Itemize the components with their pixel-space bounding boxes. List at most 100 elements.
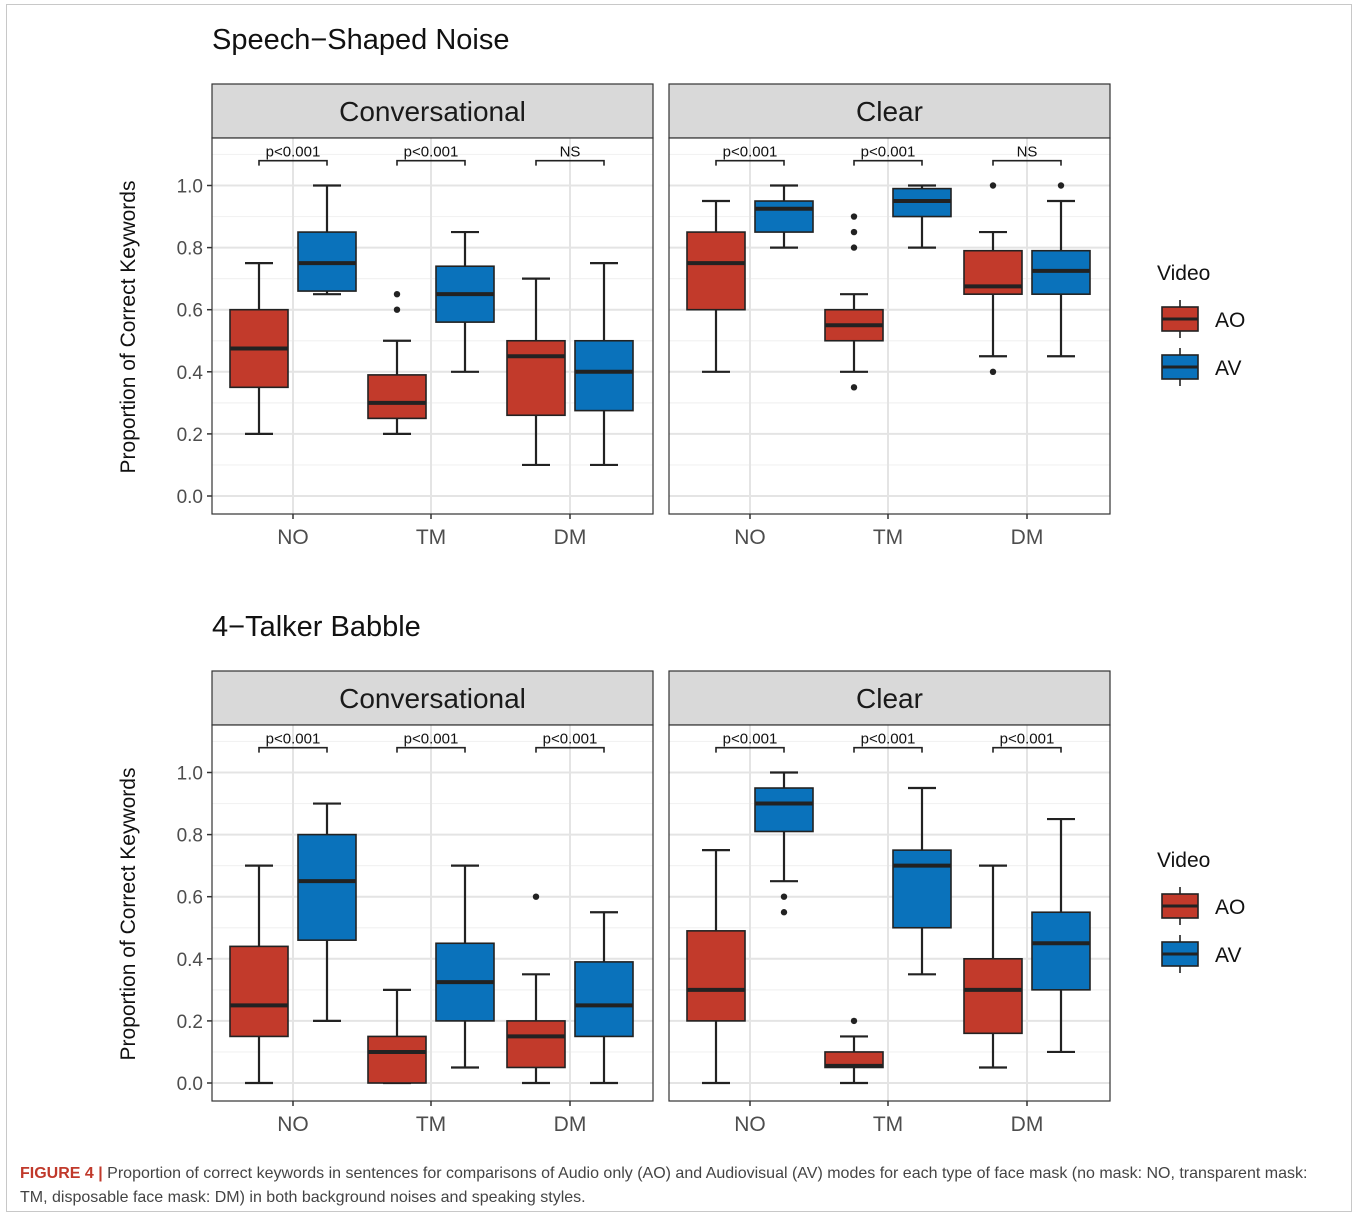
significance-label: p<0.001 bbox=[723, 144, 778, 161]
box-ao bbox=[686, 231, 746, 311]
box-av bbox=[892, 849, 952, 929]
x-tick-label: TM bbox=[416, 1113, 446, 1136]
y-tick-label: 0.6 bbox=[177, 888, 203, 909]
legend-label: AO bbox=[1215, 896, 1245, 919]
legend-title: Video bbox=[1157, 849, 1210, 872]
outlier-point bbox=[780, 909, 788, 916]
significance-label: NS bbox=[1017, 144, 1038, 161]
y-tick-label: 0.4 bbox=[177, 950, 204, 971]
x-tick-label: NO bbox=[734, 526, 766, 549]
x-tick-label: DM bbox=[1011, 1113, 1044, 1136]
significance-label: p<0.001 bbox=[723, 731, 778, 748]
significance-bracket bbox=[396, 159, 466, 166]
significance-label: p<0.001 bbox=[404, 144, 459, 161]
outlier-point bbox=[850, 213, 858, 220]
significance-bracket bbox=[853, 159, 923, 166]
outlier-point bbox=[1057, 182, 1065, 189]
y-axis-label: Proportion of Correct Keywords bbox=[117, 181, 140, 474]
significance-bracket bbox=[535, 746, 605, 753]
significance-label: p<0.001 bbox=[543, 731, 598, 748]
outlier-point bbox=[850, 1017, 858, 1025]
x-tick-label: DM bbox=[1011, 526, 1044, 549]
x-tick-label: TM bbox=[873, 526, 903, 549]
significance-bracket bbox=[992, 159, 1062, 166]
significance-bracket bbox=[535, 159, 605, 166]
panel-background bbox=[212, 725, 653, 1101]
x-tick-label: NO bbox=[277, 1113, 309, 1136]
significance-bracket bbox=[853, 746, 923, 753]
significance-label: p<0.001 bbox=[1000, 731, 1055, 748]
box-ao bbox=[686, 930, 746, 1022]
outlier-point bbox=[850, 244, 858, 251]
significance-label: p<0.001 bbox=[861, 731, 916, 748]
panel-border bbox=[668, 137, 1111, 515]
chart-title: Speech−Shaped Noise bbox=[212, 24, 509, 56]
legend-label: AO bbox=[1215, 309, 1245, 332]
chart-block-1: 4−Talker Babble Proportion of Correct Key… bbox=[117, 611, 1245, 1136]
outlier-point bbox=[393, 306, 401, 313]
y-tick-label: 0.0 bbox=[177, 1074, 203, 1095]
significance-bracket bbox=[258, 746, 328, 753]
significance-bracket bbox=[992, 746, 1062, 753]
y-tick-label: 0.4 bbox=[177, 363, 204, 384]
box-ao bbox=[506, 339, 566, 417]
y-tick-label: 0.2 bbox=[177, 1012, 203, 1033]
figure-frame bbox=[6, 4, 1352, 1212]
significance-bracket bbox=[715, 159, 785, 166]
outlier-point bbox=[989, 368, 997, 375]
legend-label: AV bbox=[1215, 357, 1241, 380]
box-ao bbox=[367, 374, 427, 420]
significance-label: p<0.001 bbox=[266, 144, 321, 161]
significance-label: p<0.001 bbox=[404, 731, 459, 748]
legend-title: Video bbox=[1157, 262, 1210, 285]
x-tick-label: TM bbox=[873, 1113, 903, 1136]
box-ao bbox=[367, 1035, 427, 1084]
x-tick-label: DM bbox=[554, 526, 587, 549]
box-av bbox=[754, 200, 814, 233]
significance-label: p<0.001 bbox=[266, 731, 321, 748]
caption-text: Proportion of correct keywords in senten… bbox=[20, 1165, 1308, 1206]
panel-border bbox=[668, 724, 1111, 1102]
y-tick-label: 0.8 bbox=[177, 239, 203, 260]
y-tick-label: 0.0 bbox=[177, 487, 203, 508]
y-tick-label: 1.0 bbox=[177, 764, 203, 785]
x-tick-label: TM bbox=[416, 526, 446, 549]
significance-bracket bbox=[396, 746, 466, 753]
panel-border bbox=[211, 724, 654, 1102]
outlier-point bbox=[780, 893, 788, 900]
y-tick-label: 0.2 bbox=[177, 425, 203, 446]
outlier-point bbox=[393, 290, 401, 298]
outlier-point bbox=[850, 228, 858, 236]
panel-border bbox=[211, 137, 654, 515]
chart-block-0: Speech−Shaped Noise Proportion of Correct… bbox=[117, 24, 1245, 549]
figure-caption: FIGURE 4 | Proportion of correct keyword… bbox=[20, 1162, 1338, 1210]
significance-label: NS bbox=[560, 144, 581, 161]
y-tick-label: 0.6 bbox=[177, 301, 203, 322]
box-ao bbox=[229, 945, 289, 1038]
significance-label: p<0.001 bbox=[861, 144, 916, 161]
x-tick-label: NO bbox=[734, 1113, 766, 1136]
box-ao bbox=[963, 957, 1023, 1035]
caption-label: FIGURE 4 | bbox=[20, 1165, 103, 1182]
box-av bbox=[1031, 911, 1091, 991]
facet-label: Clear bbox=[856, 96, 923, 127]
box-av bbox=[297, 833, 357, 941]
box-av bbox=[574, 961, 634, 1038]
panel-background bbox=[669, 138, 1110, 514]
chart-title: 4−Talker Babble bbox=[212, 611, 421, 643]
x-tick-label: DM bbox=[554, 1113, 587, 1136]
box-av bbox=[754, 787, 814, 833]
boxplot-figure: Speech−Shaped Noise Proportion of Correct… bbox=[117, 24, 1245, 1136]
y-tick-label: 0.8 bbox=[177, 826, 203, 847]
x-tick-label: NO bbox=[277, 526, 309, 549]
box-ao bbox=[506, 1020, 566, 1069]
facet-label: Conversational bbox=[339, 96, 526, 127]
outlier-point bbox=[850, 384, 858, 391]
significance-bracket bbox=[258, 159, 328, 166]
facet-label: Conversational bbox=[339, 683, 526, 714]
significance-bracket bbox=[715, 746, 785, 753]
y-axis-label: Proportion of Correct Keywords bbox=[117, 768, 140, 1061]
legend-label: AV bbox=[1215, 944, 1241, 967]
facet-strip bbox=[668, 670, 1111, 726]
y-tick-label: 1.0 bbox=[177, 177, 203, 198]
